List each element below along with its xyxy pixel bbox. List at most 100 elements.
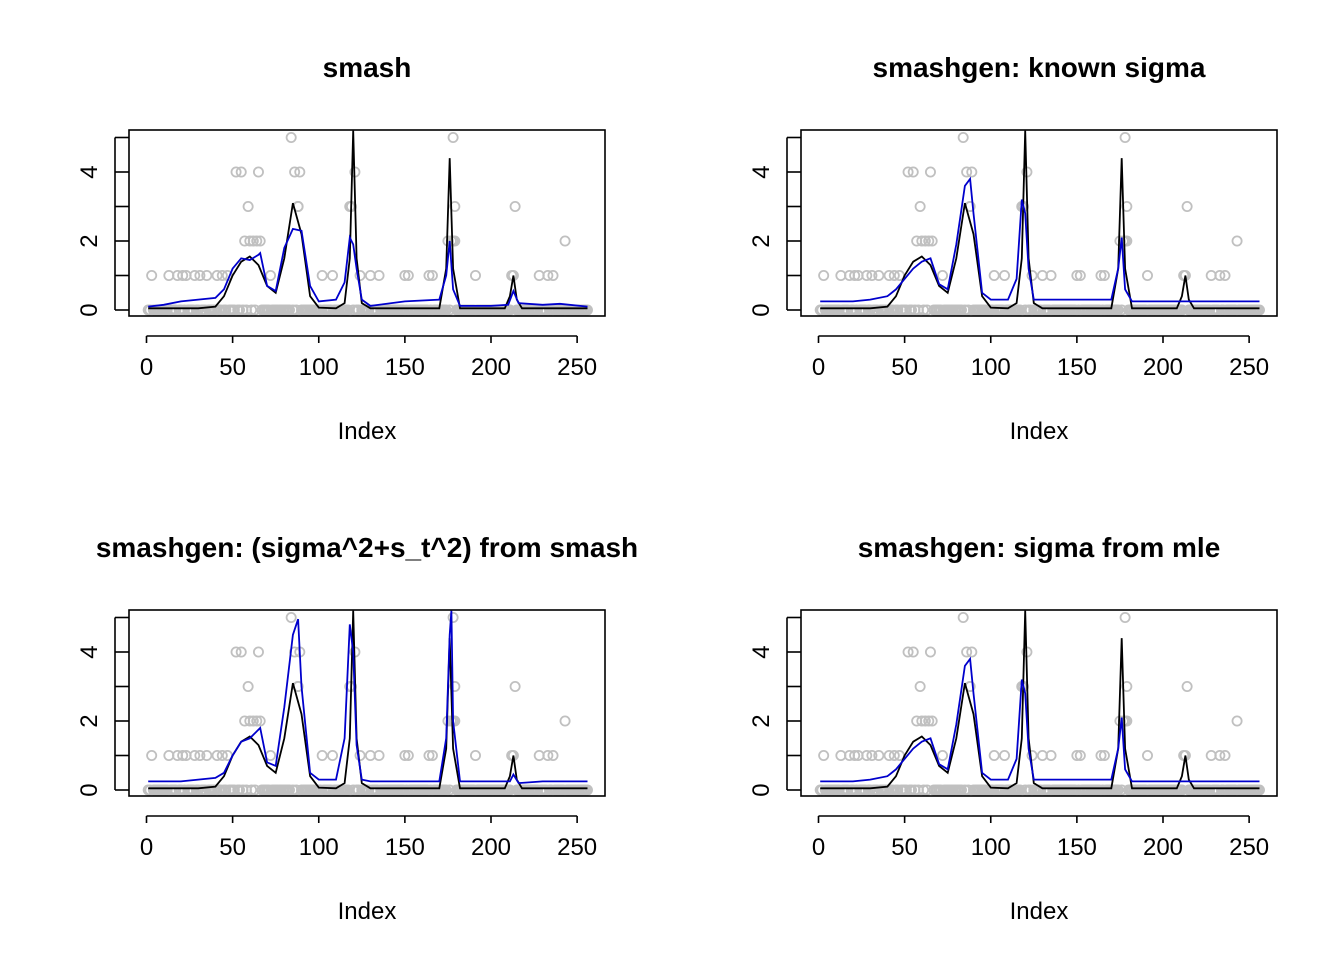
observations-series <box>142 131 593 316</box>
truth-series-line <box>148 130 588 310</box>
x-axis: 0 50 100 150 200 250 <box>812 335 1269 381</box>
observation-point <box>1071 269 1083 281</box>
x-axis-label: Index <box>338 418 397 445</box>
y-axis: 0 2 4 <box>76 616 129 797</box>
chart-title: smashgen: sigma from mle <box>858 532 1221 563</box>
observation-point <box>961 646 973 658</box>
observation-point <box>252 646 264 658</box>
observation-point <box>1095 749 1107 761</box>
observation-point <box>547 269 559 281</box>
y-axis: 0 2 4 <box>748 136 801 317</box>
observation-point <box>861 749 873 761</box>
x-tick-label: 150 <box>1057 834 1097 861</box>
x-tick-label: 50 <box>219 834 246 861</box>
observation-point <box>907 166 919 178</box>
observation-point <box>542 749 554 761</box>
x-tick-label: 50 <box>891 354 918 381</box>
observation-point <box>924 166 936 178</box>
observation-point <box>252 166 264 178</box>
observation-point <box>1219 269 1231 281</box>
x-tick-label: 0 <box>812 354 825 381</box>
observation-point <box>230 646 242 658</box>
observation-point <box>873 269 885 281</box>
observation-point <box>1121 200 1133 212</box>
observation-point <box>919 235 931 247</box>
chart-title: smashgen: (sigma^2+s_t^2) from smash <box>96 532 638 563</box>
observation-point <box>194 269 206 281</box>
observation-point <box>449 715 461 727</box>
observation-point <box>926 235 938 247</box>
observations-series <box>814 611 1265 796</box>
plot-frame <box>128 129 606 317</box>
observation-point <box>955 784 967 796</box>
x-tick-label: 100 <box>299 834 339 861</box>
x-tick-label: 50 <box>219 354 246 381</box>
observation-point <box>194 749 206 761</box>
observation-point <box>449 680 461 692</box>
observation-point <box>246 784 258 796</box>
observations-series <box>814 131 1265 316</box>
observation-point <box>1141 269 1153 281</box>
observation-point <box>864 784 876 796</box>
observation-point <box>440 304 452 316</box>
observation-point <box>1095 269 1107 281</box>
x-tick-label: 0 <box>140 354 153 381</box>
plot-frame <box>800 129 1278 317</box>
x-tick-label: 200 <box>471 834 511 861</box>
observation-point <box>192 304 204 316</box>
observation-point <box>937 269 949 281</box>
observation-point <box>1231 715 1243 727</box>
observation-point <box>542 269 554 281</box>
x-tick-label: 50 <box>891 834 918 861</box>
observation-point <box>1214 749 1226 761</box>
observation-point <box>177 749 189 761</box>
x-tick-label: 250 <box>557 354 597 381</box>
y-tick-label: 4 <box>76 645 103 658</box>
plot-frame <box>800 609 1278 797</box>
observation-point <box>1231 235 1243 247</box>
observation-point <box>235 646 247 658</box>
chart-title: smashgen: known sigma <box>873 52 1206 83</box>
y-tick-label: 4 <box>748 165 775 178</box>
truth-series-line <box>148 610 588 790</box>
observation-point <box>426 269 438 281</box>
observation-point <box>216 749 228 761</box>
observation-point <box>247 715 259 727</box>
y-tick-label: 0 <box>76 303 103 316</box>
observation-point <box>244 235 256 247</box>
x-tick-label: 0 <box>812 834 825 861</box>
observation-point <box>399 269 411 281</box>
observation-point <box>247 235 259 247</box>
observation-point <box>242 680 254 692</box>
observation-point <box>354 749 366 761</box>
observation-point <box>201 749 213 761</box>
observation-point <box>235 166 247 178</box>
observation-point <box>244 715 256 727</box>
observation-point <box>283 784 295 796</box>
plot-frame <box>128 609 606 797</box>
estimate-series-line <box>148 610 588 785</box>
observation-point <box>888 269 900 281</box>
observation-point <box>999 269 1011 281</box>
x-tick-label: 0 <box>140 834 153 861</box>
observation-point <box>907 646 919 658</box>
observation-point <box>1119 131 1131 143</box>
observation-point <box>955 304 967 316</box>
observation-point <box>449 200 461 212</box>
observation-point <box>216 269 228 281</box>
observation-point <box>999 749 1011 761</box>
chart-panel-4: smashgen: sigma from mle 0 50 100 150 200 250 I… <box>748 532 1278 925</box>
observation-point <box>265 749 277 761</box>
observation-point <box>1098 269 1110 281</box>
observation-point <box>285 611 297 623</box>
observation-point <box>861 269 873 281</box>
observation-point <box>906 784 918 796</box>
observation-point <box>146 749 158 761</box>
observation-point <box>1098 749 1110 761</box>
observation-point <box>866 749 878 761</box>
estimate-series-line <box>148 227 588 308</box>
observation-point <box>581 784 593 796</box>
x-axis: 0 50 100 150 200 250 <box>812 815 1269 861</box>
truth-series-line <box>820 130 1260 310</box>
observation-point <box>919 715 931 727</box>
